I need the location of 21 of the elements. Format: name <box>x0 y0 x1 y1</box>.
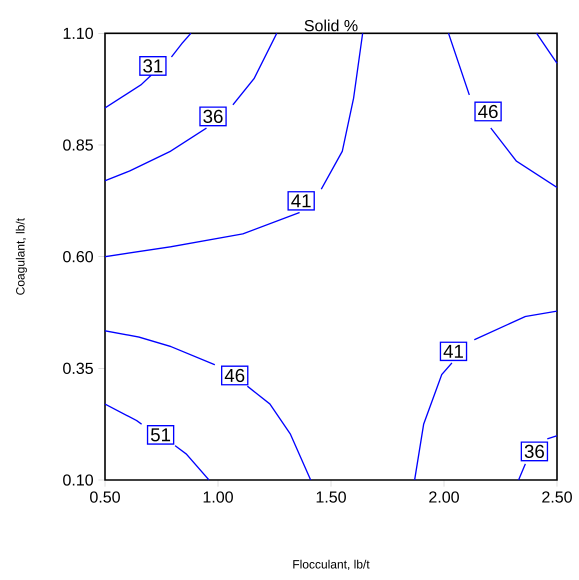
y-tick-label: 1.10 <box>64 28 93 39</box>
y-tick-label: 0.35 <box>63 362 93 374</box>
series-label: 41 <box>291 194 311 208</box>
x-tick-label: 1.50 <box>316 491 346 503</box>
series-label: 41 <box>444 344 463 358</box>
series-label: 36 <box>524 444 544 458</box>
x-tick-label: 0.50 <box>90 491 120 503</box>
x-axis-title: Flocculant, lb/t <box>293 560 370 570</box>
x-tick-label: 1.00 <box>204 491 233 503</box>
series-label: 46 <box>224 368 244 382</box>
series-label: 46 <box>478 104 498 118</box>
y-tick-label: 0.60 <box>63 251 93 262</box>
y-axis-title: Coagulant, lb/t <box>16 218 27 295</box>
series-label: 36 <box>203 110 223 124</box>
series-label: 51 <box>150 428 170 442</box>
x-tick-label: 2.50 <box>542 491 572 503</box>
y-tick-label: 0.10 <box>63 474 93 486</box>
y-tick-label: 0.85 <box>63 139 93 151</box>
chart-title: Solid % <box>304 20 358 32</box>
x-tick-label: 2.00 <box>429 491 459 503</box>
series-label: 31 <box>143 59 162 73</box>
